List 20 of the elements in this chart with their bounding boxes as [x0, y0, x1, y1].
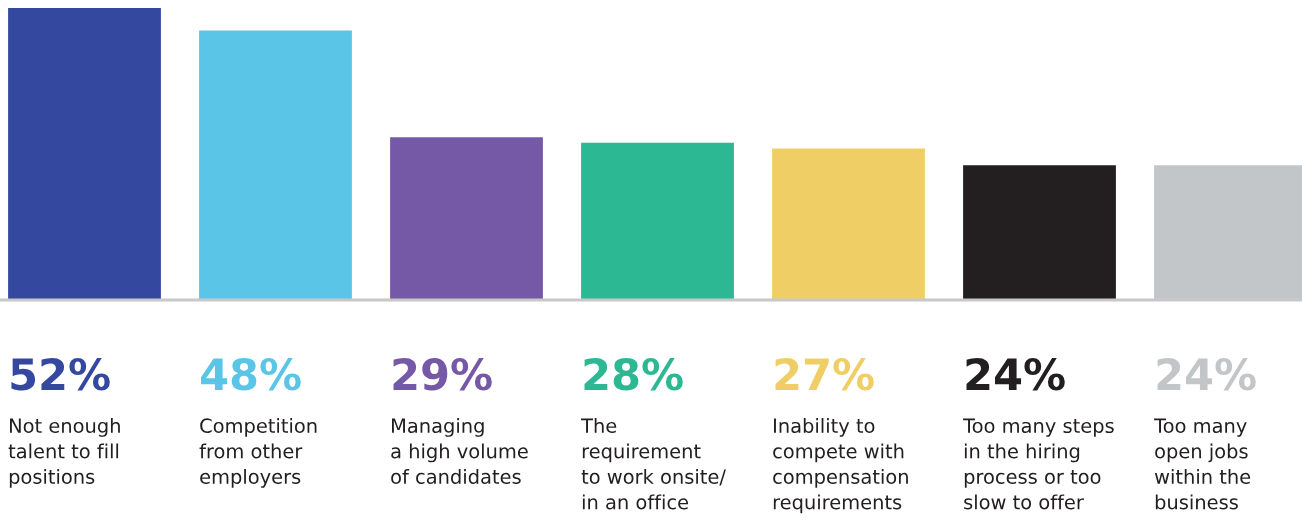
bar	[8, 8, 161, 300]
data-label: 52%	[11, 357, 110, 391]
bar	[581, 142, 734, 300]
x-tick-label: Managing a high volume of candidates	[391, 418, 528, 484]
x-tick-label: Not enough talent to fill positions	[8, 418, 120, 488]
data-label: 24%	[1157, 357, 1256, 391]
data-label: 27%	[775, 357, 874, 391]
data-label: 24%	[966, 357, 1065, 391]
x-tick-label: Inability to compete with compensation requirements	[773, 418, 908, 514]
bar	[772, 148, 925, 300]
x-tick-label: Too many steps in the hiring process or too slow to offer	[963, 418, 1114, 510]
bar	[390, 137, 543, 300]
x-tick-label: Competition from other employers	[199, 418, 317, 488]
data-label: 29%	[393, 357, 492, 391]
x-tick-label: Too many open jobs within the business	[1154, 418, 1251, 510]
x-tick-label: The requirement to work onsite/ in an office	[581, 418, 726, 510]
data-label: 28%	[584, 357, 683, 391]
bar	[963, 165, 1116, 300]
bar	[199, 30, 352, 300]
data-label: 48%	[201, 357, 301, 391]
